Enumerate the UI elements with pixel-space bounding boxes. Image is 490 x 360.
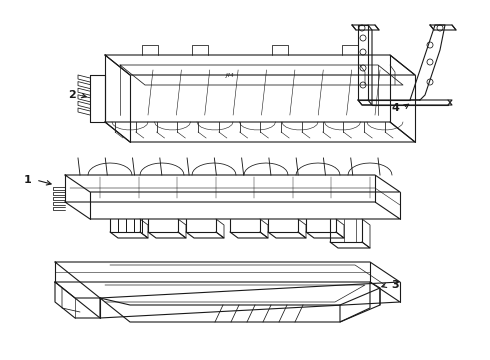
Text: 2: 2: [68, 90, 76, 100]
Text: 4: 4: [391, 103, 399, 113]
Text: J44: J44: [226, 72, 234, 77]
Text: 3: 3: [391, 280, 399, 290]
Text: 1: 1: [24, 175, 32, 185]
